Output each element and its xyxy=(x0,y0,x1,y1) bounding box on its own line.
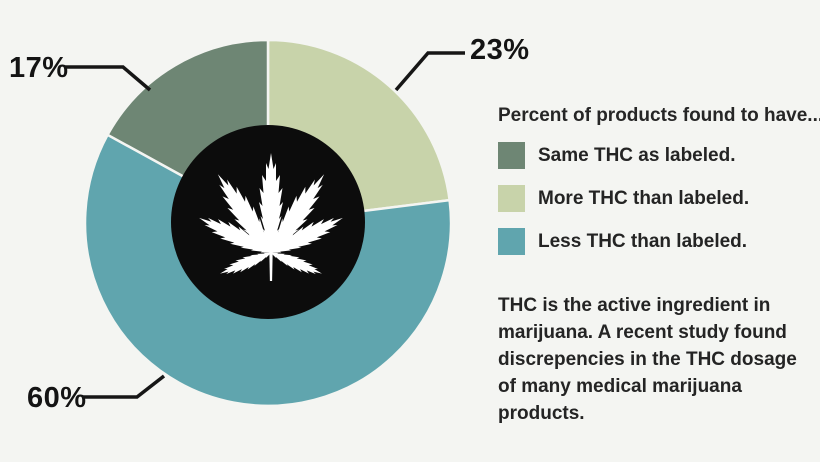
callout-line-same-thc xyxy=(64,65,152,92)
legend-label-more-thc: More THC than labeled. xyxy=(538,187,750,209)
description-text: THC is the active ingredient in marijuan… xyxy=(498,295,797,424)
legend-item-less-thc: Less THC than labeled. xyxy=(498,228,820,255)
legend-swatch-more-thc xyxy=(498,185,525,212)
legend-item-same-thc: Same THC as labeled. xyxy=(498,142,820,169)
legend-swatch-less-thc xyxy=(498,228,525,255)
callout-label-same-thc: 17% xyxy=(9,52,69,84)
callout-line-more-thc xyxy=(394,51,465,92)
callout-label-less-thc: 60% xyxy=(27,382,87,414)
callout-label-more-thc: 23% xyxy=(470,34,530,66)
legend: Percent of products found to have... Sam… xyxy=(498,105,820,271)
legend-swatch-same-thc xyxy=(498,142,525,169)
callout-line-less-thc xyxy=(82,374,166,399)
legend-title: Percent of products found to have... xyxy=(498,105,820,126)
cannabis-leaf-icon xyxy=(196,153,346,281)
legend-label-same-thc: Same THC as labeled. xyxy=(538,144,736,166)
legend-item-more-thc: More THC than labeled. xyxy=(498,185,820,212)
legend-label-less-thc: Less THC than labeled. xyxy=(538,230,748,252)
